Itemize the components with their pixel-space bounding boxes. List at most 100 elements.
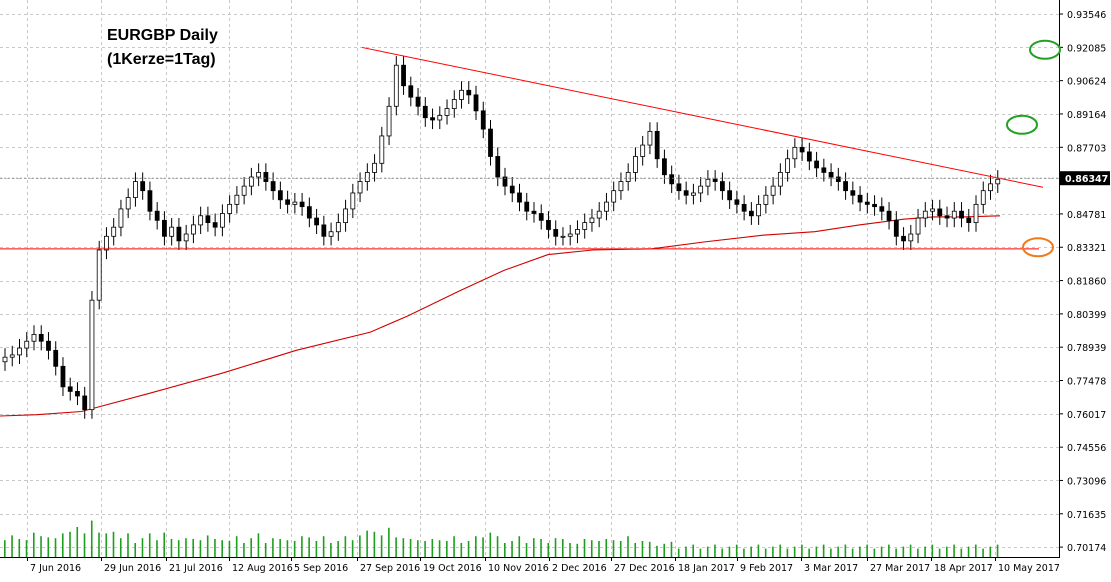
volume-bar bbox=[322, 536, 325, 557]
candle-body bbox=[930, 208, 935, 212]
candle-body bbox=[879, 206, 885, 212]
volume-bar bbox=[938, 548, 941, 557]
candle-body bbox=[676, 183, 682, 192]
candle-body bbox=[451, 99, 457, 109]
volume-bar bbox=[395, 537, 397, 557]
candle-body bbox=[727, 190, 733, 201]
candle-body bbox=[546, 219, 551, 230]
candle-body bbox=[343, 208, 348, 224]
candle-body bbox=[922, 210, 928, 219]
volume-bar bbox=[163, 532, 166, 557]
volume-bar bbox=[308, 537, 310, 557]
candle-body bbox=[596, 210, 602, 219]
candle-body bbox=[140, 181, 146, 192]
date-tick-label: 9 Feb 2017 bbox=[740, 563, 793, 574]
moving-average-line bbox=[0, 215, 1001, 417]
volume-bar bbox=[779, 544, 781, 557]
price-tick-label: 0.81860 bbox=[1067, 277, 1106, 288]
current-price-label: 0.86347 bbox=[1065, 174, 1108, 185]
volume-bar bbox=[612, 540, 615, 557]
volume-bar bbox=[460, 543, 463, 557]
candle-body bbox=[154, 210, 160, 221]
volume-bar bbox=[301, 536, 303, 557]
price-tick-label: 0.87703 bbox=[1067, 143, 1106, 154]
volume-bar bbox=[192, 539, 195, 557]
candle-body bbox=[864, 201, 870, 205]
candle-body bbox=[401, 64, 406, 87]
candle-body bbox=[821, 167, 827, 173]
candle-body bbox=[96, 249, 102, 301]
candle-body bbox=[75, 391, 80, 397]
candle-body bbox=[393, 64, 399, 107]
price-tick-label: 0.89164 bbox=[1067, 110, 1106, 121]
volume-bar bbox=[264, 543, 267, 557]
candle-body bbox=[799, 146, 805, 153]
volume-bar bbox=[98, 532, 100, 557]
volume-bar bbox=[989, 546, 992, 557]
volume-bar bbox=[214, 539, 216, 557]
candle-body bbox=[183, 233, 189, 242]
candle-body bbox=[777, 172, 783, 187]
candle-body bbox=[444, 108, 450, 116]
candle-body bbox=[502, 176, 508, 187]
volume-bar bbox=[424, 541, 426, 557]
volume-bar bbox=[634, 543, 637, 557]
candle-body bbox=[756, 203, 762, 217]
volume-bar bbox=[373, 531, 376, 557]
date-tick-label: 19 Oct 2016 bbox=[423, 563, 482, 574]
candle-body bbox=[734, 199, 740, 205]
candle-body bbox=[980, 190, 986, 205]
volume-bar bbox=[648, 541, 651, 557]
date-tick-label: 10 May 2017 bbox=[998, 563, 1060, 574]
volume-bar bbox=[453, 536, 455, 557]
price-tick-label: 0.76017 bbox=[1067, 410, 1106, 421]
candle-body bbox=[850, 190, 856, 196]
candle-body bbox=[538, 213, 544, 221]
candle-body bbox=[560, 235, 566, 238]
candle-body bbox=[517, 192, 522, 203]
volume-bar bbox=[330, 543, 332, 557]
candle-body bbox=[814, 160, 819, 169]
candle-body bbox=[901, 235, 906, 242]
volume-bar bbox=[489, 532, 492, 557]
volume-bar bbox=[982, 548, 984, 557]
price-tick-label: 0.80399 bbox=[1067, 310, 1106, 321]
volume-bar bbox=[112, 531, 115, 557]
volume-bar bbox=[815, 546, 818, 557]
volume-bar bbox=[895, 548, 897, 557]
volume-bar bbox=[4, 540, 6, 557]
candle-body bbox=[2, 356, 8, 363]
volume-bar bbox=[772, 546, 774, 557]
candle-body bbox=[719, 181, 725, 192]
candle-body bbox=[191, 224, 196, 235]
volume-bar bbox=[996, 544, 999, 557]
candle-body bbox=[285, 199, 291, 205]
candle-body bbox=[495, 156, 501, 178]
date-tick-label: 5 Sep 2016 bbox=[294, 563, 348, 574]
price-tick-label: 0.93546 bbox=[1067, 10, 1106, 21]
volume-bar bbox=[728, 546, 731, 557]
price-tick-label: 0.83321 bbox=[1067, 243, 1106, 254]
volume-bar bbox=[518, 536, 521, 557]
candle-body bbox=[248, 176, 254, 187]
date-tick-label: 27 Dec 2016 bbox=[614, 563, 675, 574]
candle-body bbox=[459, 89, 464, 100]
candle-body bbox=[46, 340, 51, 351]
candle-body bbox=[741, 203, 747, 212]
volume-bar bbox=[590, 540, 593, 557]
candle-body bbox=[364, 172, 370, 182]
candle-body bbox=[937, 208, 943, 217]
volume-bar bbox=[750, 546, 752, 557]
price-tick-label: 0.90624 bbox=[1067, 77, 1106, 88]
volume-bar bbox=[54, 538, 57, 557]
candle-body bbox=[944, 215, 950, 219]
candle-body bbox=[430, 117, 435, 121]
volume-bar bbox=[83, 533, 86, 557]
candle-body bbox=[372, 162, 377, 173]
volume-bar bbox=[699, 548, 702, 557]
volume-bar bbox=[670, 541, 673, 557]
candle-body bbox=[843, 181, 848, 192]
candle-body bbox=[951, 210, 957, 219]
